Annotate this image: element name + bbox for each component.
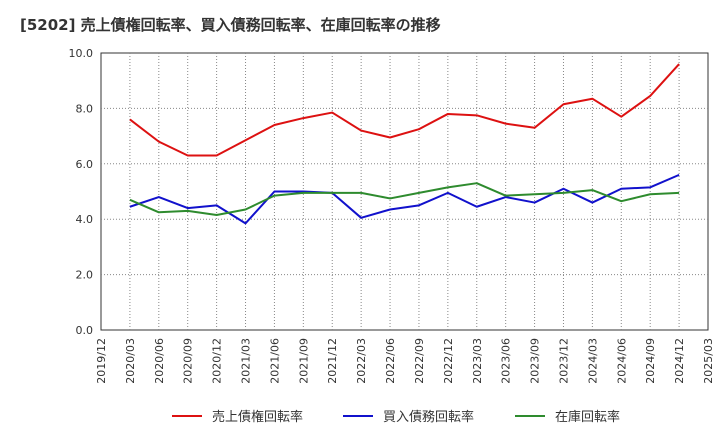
- x-tick-label: 2021/09: [297, 338, 310, 384]
- x-tick-label: 2022/12: [442, 338, 455, 384]
- legend-label-2: 買入債務回転率: [383, 409, 474, 425]
- x-tick-label: 2020/12: [211, 338, 224, 384]
- x-tick-label: 2023/06: [500, 338, 513, 384]
- x-tick-label: 2022/09: [413, 338, 426, 384]
- y-tick-label: 8.0: [76, 102, 94, 115]
- x-tick-label: 2020/09: [182, 338, 195, 384]
- x-tick-label: 2023/12: [557, 338, 570, 384]
- legend-label-1: 売上債権回転率: [212, 409, 303, 425]
- x-tick-label: 2024/12: [673, 338, 686, 384]
- y-tick-label: 6.0: [76, 158, 94, 171]
- series-layer: [129, 63, 680, 225]
- series-line-3: [129, 182, 680, 217]
- series-line-1: [129, 63, 680, 157]
- x-tick-label: 2024/03: [586, 338, 599, 384]
- x-tick-label: 2021/12: [326, 338, 339, 384]
- x-tick-label: 2021/03: [240, 338, 253, 384]
- legend-label-3: 在庫回転率: [555, 409, 620, 425]
- series-line-2: [129, 173, 680, 225]
- chart-title: [5202] 売上債権回転率、買入債務回転率、在庫回転率の推移: [20, 16, 441, 34]
- y-tick-label: 10.0: [69, 47, 94, 60]
- legend: 売上債権回転率 買入債務回転率 在庫回転率: [172, 409, 620, 425]
- plot-area: [100, 52, 709, 331]
- x-tick-label: 2022/03: [355, 338, 368, 384]
- y-tick-label: 0.0: [76, 324, 94, 337]
- x-tick-label: 2025/03: [702, 338, 715, 384]
- x-tick-label: 2023/03: [471, 338, 484, 384]
- x-tick-label: 2022/06: [384, 338, 397, 384]
- grid-layer: [101, 53, 708, 330]
- y-tick-label: 4.0: [76, 213, 94, 226]
- axis-layer: 2019/12 2020/03 2020/06 2020/09 2020/12 2021/…: [69, 47, 716, 384]
- x-tick-label: 2020/03: [124, 338, 137, 384]
- x-tick-label: 2024/06: [615, 338, 628, 384]
- y-tick-label: 2.0: [76, 269, 94, 282]
- x-tick-label: 2020/06: [153, 338, 166, 384]
- x-tick-label: 2021/06: [268, 338, 281, 384]
- x-tick-label: 2023/09: [529, 338, 542, 384]
- x-tick-label: 2019/12: [95, 338, 108, 384]
- x-tick-label: 2024/09: [644, 338, 657, 384]
